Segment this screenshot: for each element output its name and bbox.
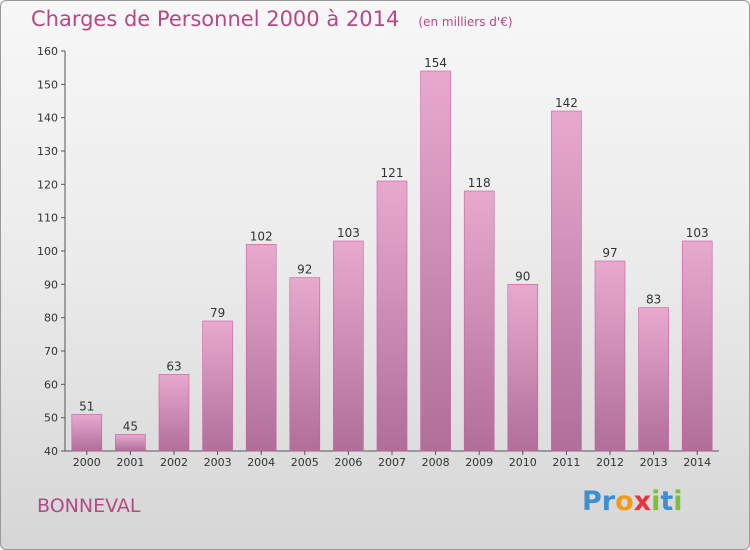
x-tick-label: 2006 [334,456,362,469]
logo-letter: i [651,486,661,517]
data-label: 51 [79,399,94,413]
bar [376,180,408,452]
proxiti-logo: Proxiti [582,486,683,517]
x-tick-label: 2002 [160,456,188,469]
town-name: BONNEVAL [37,495,141,517]
bar [289,277,321,452]
data-label: 97 [602,246,617,260]
y-tick-label: 100 [37,245,58,258]
y-tick-label: 90 [44,278,58,291]
x-tick-label: 2012 [596,456,624,469]
logo-letter: x [633,486,652,517]
data-label: 90 [515,269,530,283]
x-tick-label: 2003 [204,456,232,469]
y-tick-label: 70 [44,345,58,358]
x-tick-label: 2007 [378,456,406,469]
logo-letter: o [615,486,634,517]
bar [333,240,364,452]
data-label: 63 [166,359,181,373]
bar [594,260,626,452]
chart-title: Charges de Personnel 2000 à 2014 [31,7,400,31]
bar [551,110,582,452]
bar [115,434,146,452]
data-label: 118 [468,176,491,190]
x-tick-label: 2005 [291,456,319,469]
x-tick-label: 2000 [73,456,101,469]
bar [638,307,669,452]
bar [507,284,539,452]
x-tick-label: 2001 [116,456,144,469]
data-label: 92 [297,263,312,277]
x-tick-label: 2011 [552,456,580,469]
bar [202,320,233,452]
data-label: 154 [424,56,447,70]
x-tick-label: 2010 [509,456,537,469]
x-tick-label: 2014 [683,456,711,469]
y-tick-label: 60 [44,378,58,391]
data-label: 103 [337,226,360,240]
y-tick-label: 110 [37,212,58,225]
data-label: 121 [381,166,404,180]
chart-subtitle: (en milliers d'€) [418,15,513,29]
y-tick-label: 40 [44,445,58,458]
y-tick-label: 140 [37,112,58,125]
data-label: 79 [210,306,225,320]
x-tick-label: 2009 [465,456,493,469]
y-tick-label: 160 [37,45,58,58]
data-label: 102 [250,229,273,243]
y-tick-label: 120 [37,178,58,191]
logo-letter: i [673,486,683,517]
x-tick-label: 2004 [247,456,275,469]
bar [463,190,495,452]
bar [71,414,103,452]
bar [158,374,190,452]
x-tick-label: 2008 [422,456,450,469]
data-label: 103 [686,226,709,240]
data-label: 83 [646,293,661,307]
bar [420,70,451,452]
y-tick-label: 150 [37,78,58,91]
chart-header: Charges de Personnel 2000 à 2014 (en mil… [31,7,513,31]
y-tick-label: 130 [37,145,58,158]
logo-letter: P [582,486,602,517]
bar [681,240,713,452]
y-tick-label: 80 [44,312,58,325]
y-tick-label: 50 [44,412,58,425]
data-label: 45 [123,419,138,433]
x-tick-label: 2013 [640,456,668,469]
data-label: 142 [555,96,578,110]
logo-letter: r [601,486,616,517]
logo-letter: t [660,486,674,517]
bar [245,244,277,452]
